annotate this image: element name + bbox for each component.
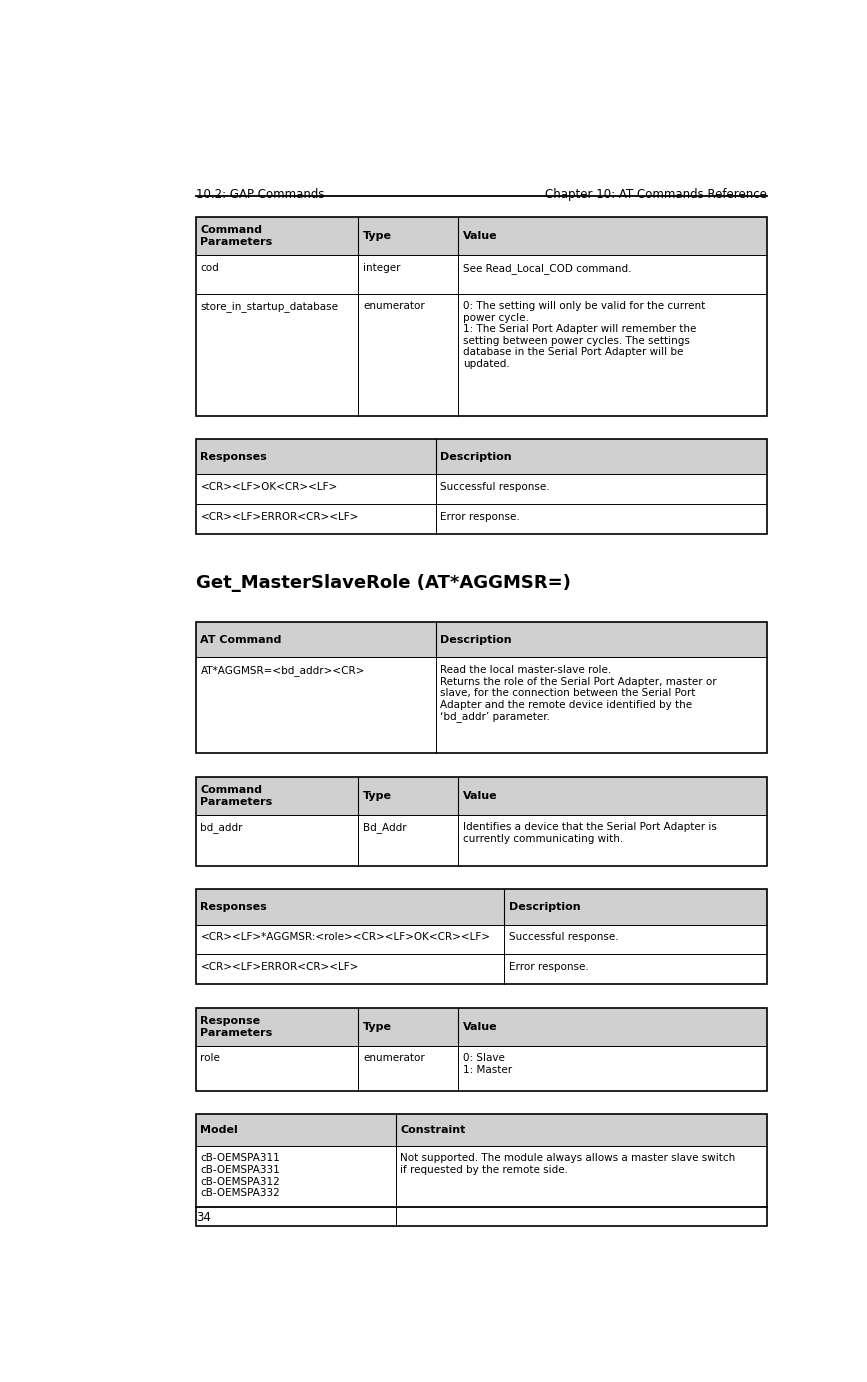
Bar [196,1007,766,1046]
Text: <CR><LF>ERROR<CR><LF>: <CR><LF>ERROR<CR><LF> [200,511,359,521]
Text: Error response.: Error response. [509,962,589,972]
Text: Value: Value [463,1021,498,1032]
Bar [196,293,766,416]
Bar [196,474,766,504]
Text: See Read_Local_COD command.: See Read_Local_COD command. [463,263,632,274]
Text: <CR><LF>ERROR<CR><LF>: <CR><LF>ERROR<CR><LF> [200,962,359,972]
Text: store_in_startup_database: store_in_startup_database [200,301,338,312]
Text: Model: Model [200,1125,238,1135]
Text: Description: Description [509,902,581,912]
Bar [196,890,766,925]
Bar [196,658,766,753]
Bar [196,1114,766,1146]
Bar [196,1046,766,1090]
Bar [196,622,766,658]
Text: Description: Description [440,452,512,462]
Text: Value: Value [463,791,498,800]
Text: role: role [200,1053,220,1063]
Text: Constraint: Constraint [401,1125,466,1135]
Bar [196,217,766,256]
Text: 0: The setting will only be valid for the current
power cycle.
1: The Serial Por: 0: The setting will only be valid for th… [463,301,706,369]
Text: Read the local master-slave role.
Returns the role of the Serial Port Adapter, m: Read the local master-slave role. Return… [440,665,717,723]
Text: Bd_Addr: Bd_Addr [363,822,407,833]
Text: enumerator: enumerator [363,301,425,311]
Bar [196,1146,766,1226]
Bar [196,217,766,416]
Text: AT*AGGMSR=<bd_addr><CR>: AT*AGGMSR=<bd_addr><CR> [200,665,365,676]
Text: AT Command: AT Command [200,634,282,645]
Text: Chapter 10: AT Commands Reference: Chapter 10: AT Commands Reference [545,188,767,202]
Bar [196,439,766,533]
Bar [196,777,766,867]
Text: Type: Type [363,231,392,240]
Bar [196,890,766,984]
Bar [196,925,766,955]
Text: Responses: Responses [200,452,267,462]
Bar [196,1114,766,1226]
Text: cB-OEMSPA311
cB-OEMSPA331
cB-OEMSPA312
cB-OEMSPA332: cB-OEMSPA311 cB-OEMSPA331 cB-OEMSPA312 c… [200,1154,280,1198]
Bar [196,622,766,753]
Text: bd_addr: bd_addr [200,822,243,833]
Text: Get_MasterSlaveRole (AT*AGGMSR=): Get_MasterSlaveRole (AT*AGGMSR=) [196,575,570,593]
Text: Type: Type [363,791,392,800]
Bar [196,815,766,867]
Text: cod: cod [200,263,219,272]
Text: enumerator: enumerator [363,1053,425,1063]
Text: Successful response.: Successful response. [440,482,550,492]
Text: Response
Parameters: Response Parameters [200,1016,273,1038]
Text: <CR><LF>*AGGMSR:<role><CR><LF>OK<CR><LF>: <CR><LF>*AGGMSR:<role><CR><LF>OK<CR><LF> [200,931,491,943]
Text: Command
Parameters: Command Parameters [200,785,273,807]
Text: 34: 34 [196,1211,211,1224]
Bar [196,955,766,984]
Text: Not supported. The module always allows a master slave switch
if requested by th: Not supported. The module always allows … [401,1154,735,1175]
Text: <CR><LF>OK<CR><LF>: <CR><LF>OK<CR><LF> [200,482,337,492]
Text: Identifies a device that the Serial Port Adapter is
currently communicating with: Identifies a device that the Serial Port… [463,822,717,844]
Text: 0: Slave
1: Master: 0: Slave 1: Master [463,1053,512,1075]
Text: Command
Parameters: Command Parameters [200,225,273,247]
Text: integer: integer [363,263,401,272]
Text: Description: Description [440,634,512,645]
Text: 10.2: GAP Commands: 10.2: GAP Commands [196,188,324,202]
Bar [196,777,766,815]
Bar [196,439,766,474]
Text: Error response.: Error response. [440,511,520,521]
Text: Type: Type [363,1021,392,1032]
Bar [196,504,766,533]
Text: Responses: Responses [200,902,267,912]
Bar [196,256,766,293]
Text: Value: Value [463,231,498,240]
Text: Successful response.: Successful response. [509,931,618,943]
Bar [196,1007,766,1090]
